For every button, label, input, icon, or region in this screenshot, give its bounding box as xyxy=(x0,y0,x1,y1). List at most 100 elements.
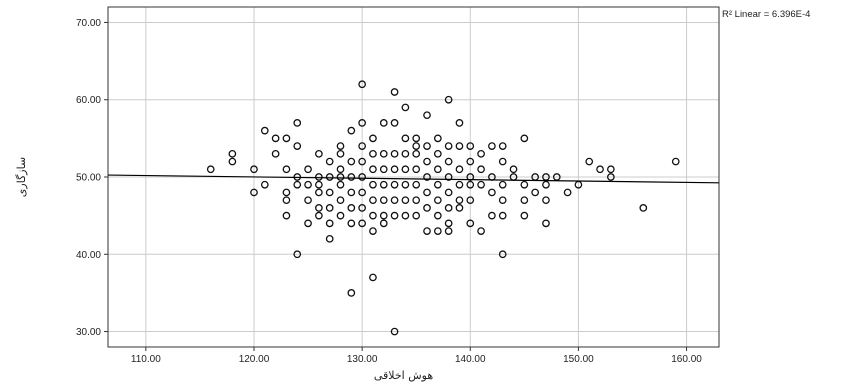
data-point xyxy=(390,119,399,127)
data-point xyxy=(325,219,334,228)
y-tick-label: 60.00 xyxy=(76,95,101,106)
data-point xyxy=(369,211,377,220)
data-point xyxy=(325,234,334,243)
data-point xyxy=(379,180,388,189)
data-point xyxy=(293,180,302,189)
data-point xyxy=(250,188,258,197)
data-point xyxy=(260,126,269,135)
data-point xyxy=(412,165,421,174)
y-tick-label: 30.00 xyxy=(76,327,101,338)
data-point xyxy=(401,134,410,143)
data-point xyxy=(488,211,496,220)
data-point xyxy=(444,142,453,150)
data-point xyxy=(250,165,258,174)
data-point xyxy=(206,165,215,174)
data-point xyxy=(444,219,453,228)
data-point xyxy=(466,180,475,189)
data-point xyxy=(607,173,615,181)
data-point xyxy=(390,211,399,220)
data-point xyxy=(671,157,680,166)
data-point xyxy=(315,211,323,220)
data-point xyxy=(325,204,334,212)
data-point xyxy=(423,157,431,166)
data-point xyxy=(315,188,323,197)
data-point xyxy=(412,134,421,143)
data-point xyxy=(369,180,377,189)
data-point xyxy=(542,196,550,205)
data-point xyxy=(412,142,421,150)
data-point xyxy=(228,149,237,158)
data-point xyxy=(282,134,291,143)
data-point xyxy=(401,103,410,112)
data-point xyxy=(347,126,356,135)
data-point xyxy=(444,227,453,235)
data-point xyxy=(347,289,356,297)
data-point xyxy=(466,219,475,228)
data-point xyxy=(260,180,269,189)
data-point xyxy=(596,165,604,174)
data-point xyxy=(607,165,615,174)
data-point xyxy=(423,204,431,212)
data-point xyxy=(455,119,464,127)
data-point xyxy=(433,196,442,205)
data-point xyxy=(379,219,388,228)
data-point xyxy=(369,196,377,205)
data-point xyxy=(401,196,410,205)
data-point xyxy=(390,165,399,174)
grid-lines xyxy=(108,7,719,347)
data-point xyxy=(455,142,464,150)
data-point xyxy=(498,211,507,220)
data-point xyxy=(379,149,388,158)
data-point xyxy=(293,142,302,150)
data-point xyxy=(433,134,442,143)
data-point xyxy=(390,180,399,189)
data-point xyxy=(358,219,366,228)
data-point xyxy=(304,219,312,228)
data-point xyxy=(412,211,421,220)
data-point xyxy=(401,211,410,220)
data-point xyxy=(433,180,442,189)
y-tick-label: 40.00 xyxy=(76,250,101,261)
data-point xyxy=(423,111,431,120)
data-point xyxy=(498,157,507,166)
data-point xyxy=(509,165,518,174)
x-tick-label: 120.00 xyxy=(239,354,270,365)
fit-line xyxy=(107,174,720,184)
data-point xyxy=(325,188,334,197)
data-point xyxy=(282,188,291,197)
data-point xyxy=(369,273,377,282)
data-point xyxy=(336,180,345,189)
data-point xyxy=(369,227,377,235)
data-point xyxy=(347,204,356,212)
data-point xyxy=(498,250,507,259)
data-point xyxy=(639,204,648,212)
data-point xyxy=(390,149,399,158)
data-point xyxy=(433,211,442,220)
data-point xyxy=(455,180,464,189)
x-axis-title: هوش اخلاقی xyxy=(374,369,433,382)
data-point xyxy=(585,157,594,166)
data-point xyxy=(358,142,366,150)
data-point xyxy=(433,227,442,235)
data-point xyxy=(477,165,485,174)
data-point xyxy=(282,211,291,220)
data-point xyxy=(336,196,345,205)
data-point xyxy=(358,173,366,181)
data-point xyxy=(304,165,312,174)
y-axis-title: سازگاری xyxy=(15,157,28,197)
data-point xyxy=(455,204,464,212)
data-point xyxy=(390,327,399,336)
data-point xyxy=(379,119,388,127)
data-point xyxy=(293,250,302,259)
data-point xyxy=(542,180,550,189)
data-point xyxy=(423,142,431,150)
data-point xyxy=(369,165,377,174)
data-point xyxy=(401,149,410,158)
data-point xyxy=(488,142,496,150)
data-point xyxy=(325,173,334,181)
data-points xyxy=(206,80,680,336)
data-point xyxy=(315,149,323,158)
data-point xyxy=(304,196,312,205)
data-point xyxy=(358,188,366,197)
